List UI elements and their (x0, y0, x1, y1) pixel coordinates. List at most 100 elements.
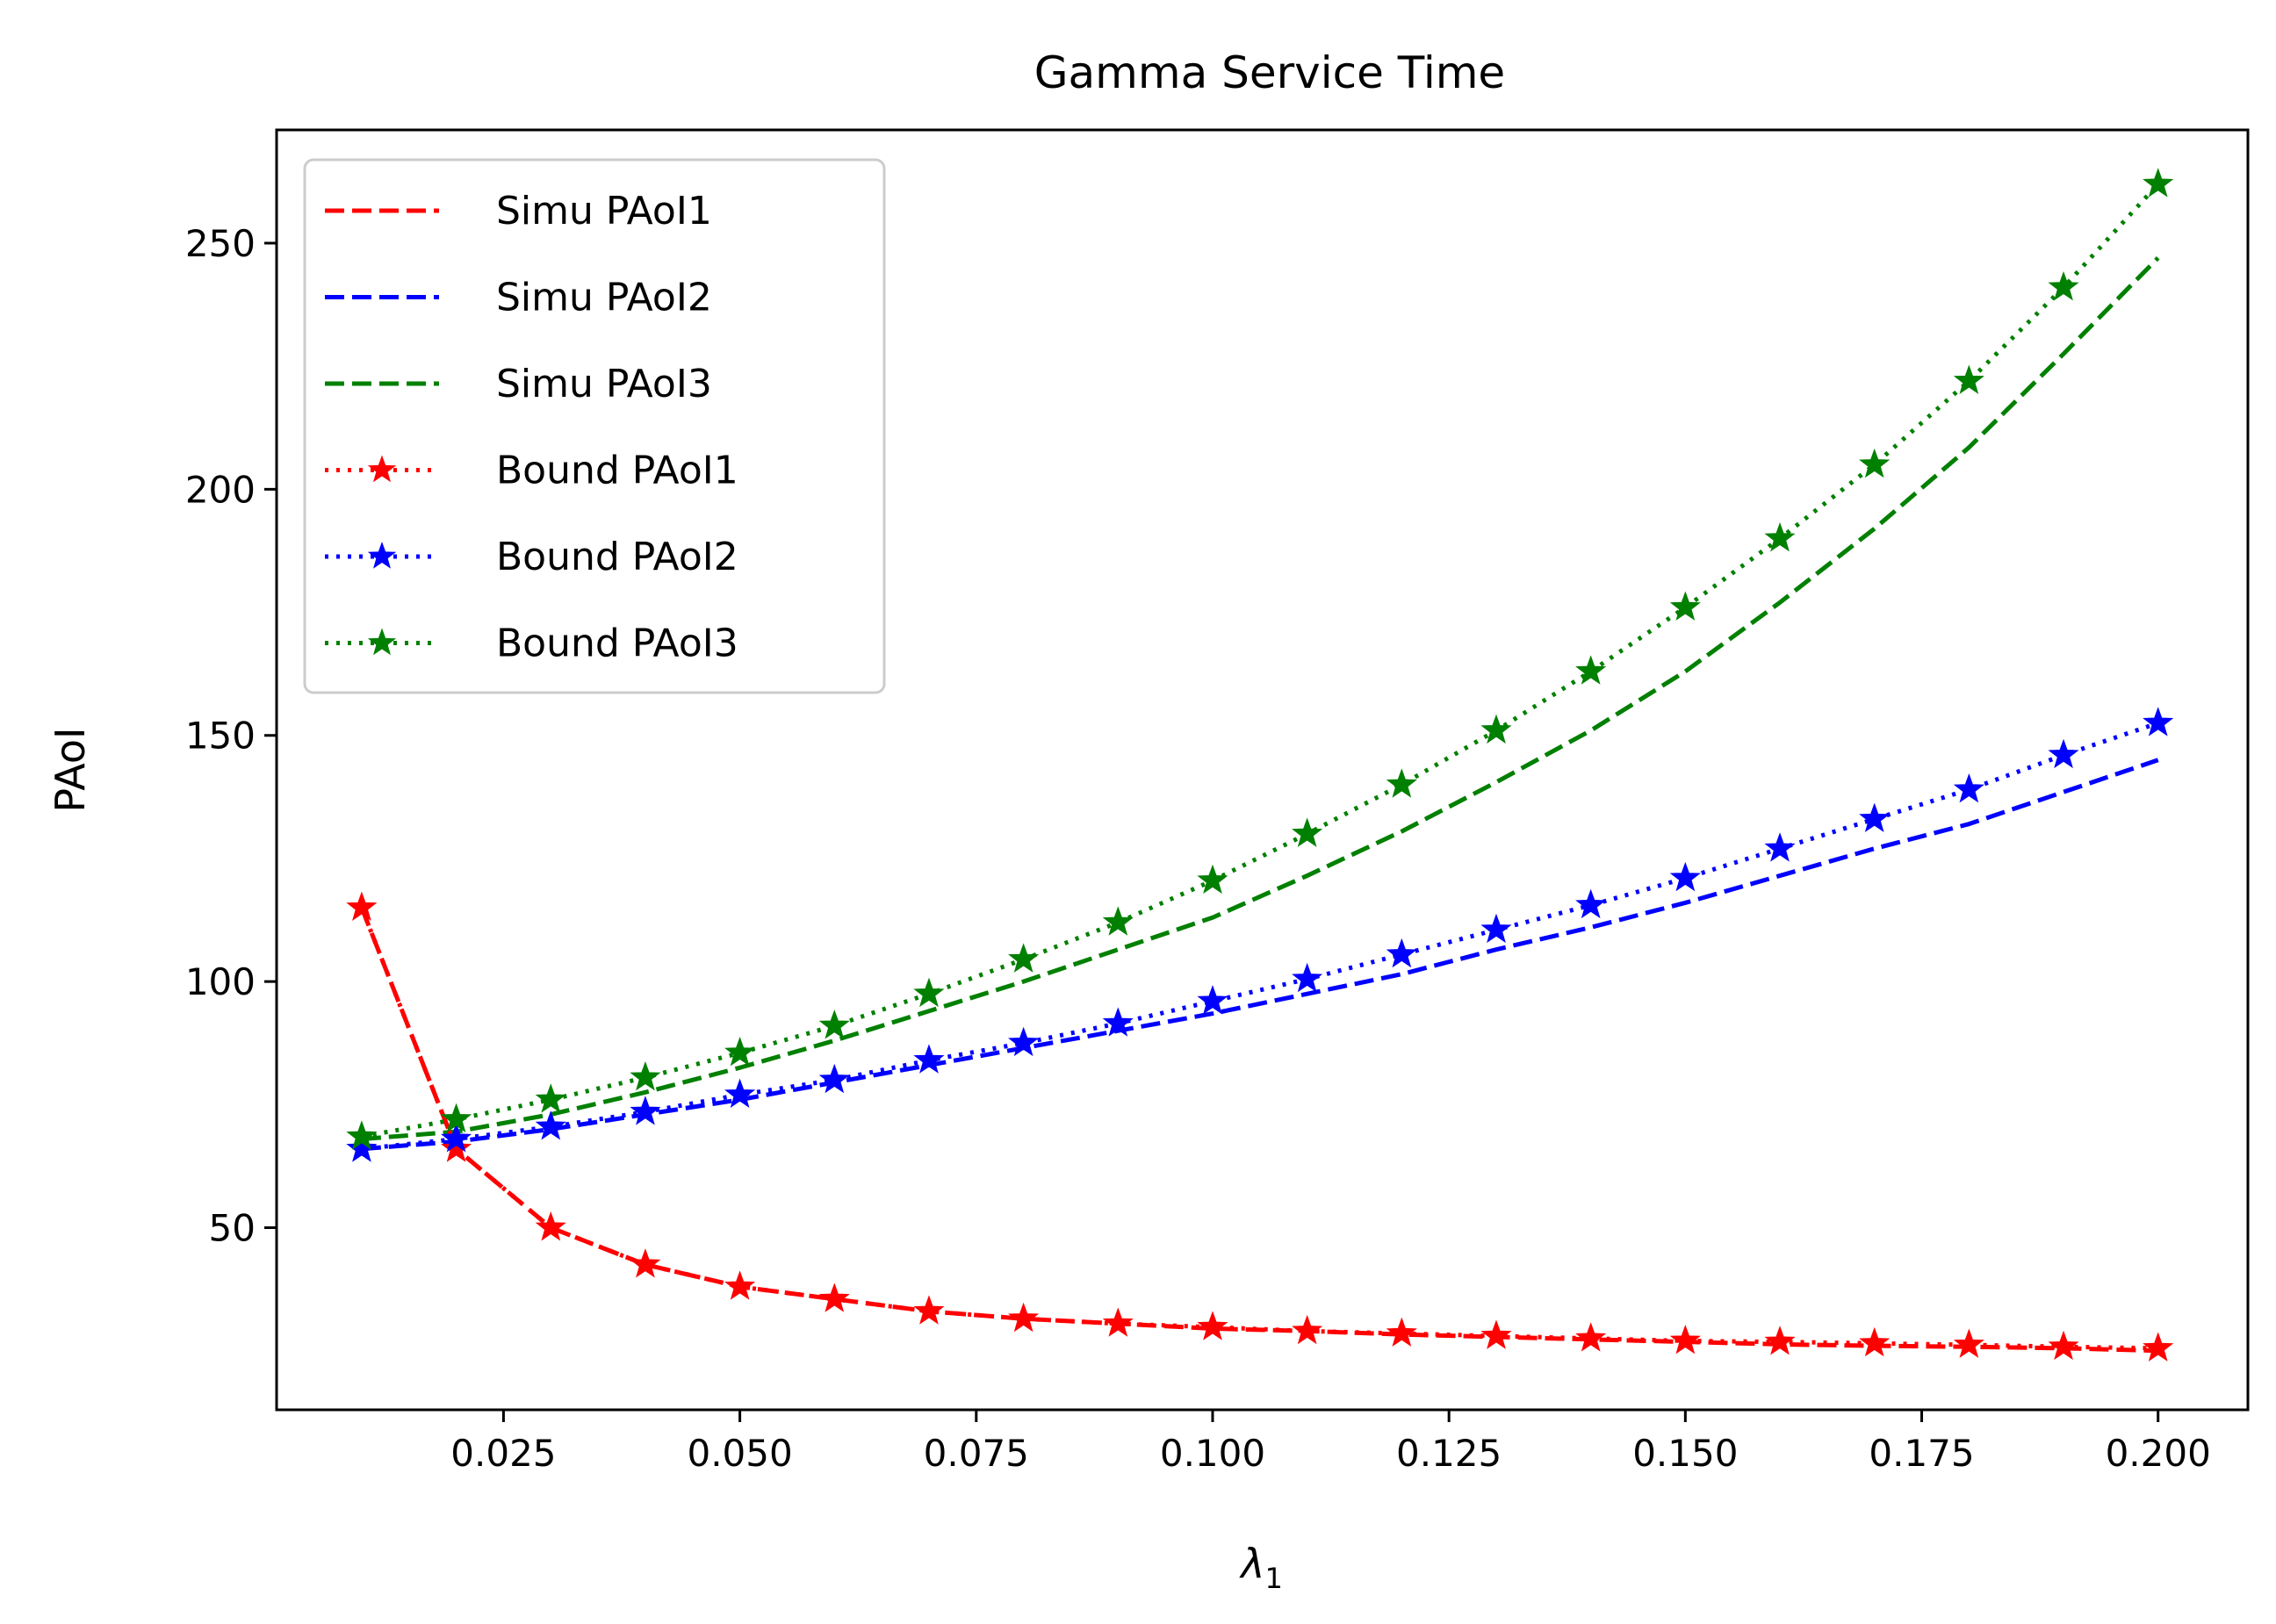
legend-item: Bound PAoI1 (325, 449, 738, 493)
legend-item: Simu PAoI2 (325, 276, 712, 320)
series-simu-paoi2 (361, 758, 2159, 1152)
series-line-bound-paoi1 (359, 907, 2158, 1351)
data-point-bound-paoi3 (1480, 714, 1512, 744)
data-point-bound-paoi2 (1386, 938, 1417, 968)
legend-box (303, 158, 886, 694)
data-point-bound-paoi3 (1669, 591, 1701, 621)
legend-marker (367, 542, 397, 569)
y-axis-label: PAoI (47, 727, 94, 812)
data-point-bound-paoi3 (1197, 864, 1228, 895)
series-line-simu-paoi2 (361, 758, 2159, 1152)
chart-title: Gamma Service Time (1034, 47, 1505, 98)
data-point-bound-paoi2 (724, 1078, 756, 1109)
x-tick-label: 0.100 (1160, 1432, 1265, 1475)
data-point-bound-paoi1 (2048, 1330, 2079, 1361)
data-point-bound-paoi3 (441, 1103, 472, 1133)
data-point-bound-paoi1 (441, 1132, 472, 1162)
data-point-bound-paoi2 (1575, 888, 1607, 919)
data-point-bound-paoi1 (818, 1283, 850, 1312)
series-simu-paoi1 (359, 907, 2158, 1354)
data-point-bound-paoi2 (346, 1132, 378, 1162)
x-tick-label: 0.175 (1869, 1432, 1974, 1475)
data-point-bound-paoi1 (1480, 1319, 1512, 1349)
data-point-bound-paoi1 (346, 891, 378, 921)
data-point-bound-paoi1 (1953, 1328, 1984, 1358)
data-point-bound-paoi3 (1953, 364, 1984, 394)
x-tick-label: 0.150 (1632, 1432, 1738, 1475)
legend-marker (367, 628, 397, 656)
x-tick-label: 0.125 (1396, 1432, 1502, 1475)
series-bound-paoi3 (346, 168, 2174, 1150)
data-point-bound-paoi2 (2143, 707, 2174, 737)
data-point-bound-paoi2 (1008, 1026, 1040, 1057)
y-tick-label: 100 (185, 960, 256, 1003)
data-point-bound-paoi2 (913, 1044, 945, 1074)
x-axis-label: λ1 (1238, 1540, 1283, 1595)
data-point-bound-paoi3 (1575, 655, 1607, 685)
data-point-bound-paoi3 (1102, 906, 1134, 936)
data-point-bound-paoi3 (913, 977, 945, 1008)
data-point-bound-paoi1 (1197, 1311, 1228, 1340)
series-bound-paoi1 (346, 891, 2174, 1362)
series-line-simu-paoi1 (359, 907, 2158, 1354)
x-tick-label: 0.075 (924, 1432, 1029, 1475)
data-point-bound-paoi2 (818, 1063, 850, 1094)
data-point-bound-paoi2 (2048, 738, 2079, 769)
data-point-bound-paoi1 (2143, 1332, 2174, 1362)
data-point-bound-paoi3 (1859, 448, 1891, 478)
legend-item: Bound PAoI2 (325, 535, 738, 579)
legend-marker (367, 455, 397, 483)
x-tick-label: 0.025 (450, 1432, 556, 1475)
data-point-bound-paoi1 (1859, 1326, 1891, 1357)
data-point-bound-paoi1 (724, 1270, 756, 1300)
data-point-bound-paoi2 (441, 1123, 472, 1153)
data-point-bound-paoi2 (1197, 985, 1228, 1015)
y-tick-label: 50 (209, 1207, 256, 1250)
data-point-bound-paoi2 (1859, 802, 1891, 833)
y-axis: 50 100 150 200 250 (185, 222, 277, 1250)
data-point-bound-paoi1 (1575, 1322, 1607, 1352)
data-point-bound-paoi3 (1764, 521, 1796, 552)
legend-label: Simu PAoI3 (496, 362, 712, 406)
data-point-bound-paoi3 (630, 1061, 661, 1091)
series-line-simu-paoi3 (361, 256, 2160, 1142)
data-point-bound-paoi1 (1292, 1314, 1323, 1345)
data-point-bound-paoi1 (1669, 1325, 1701, 1355)
data-point-bound-paoi3 (2048, 270, 2079, 301)
data-point-bound-paoi2 (1480, 913, 1512, 944)
data-point-bound-paoi1 (913, 1295, 945, 1325)
data-point-bound-paoi2 (1102, 1007, 1134, 1037)
y-tick-label: 200 (185, 468, 256, 511)
series-bound-paoi2 (346, 707, 2174, 1162)
x-tick-label: 0.200 (2106, 1432, 2211, 1475)
data-point-bound-paoi1 (630, 1248, 661, 1278)
legend-label: Bound PAoI1 (496, 449, 738, 493)
data-point-bound-paoi2 (1669, 861, 1701, 892)
data-point-bound-paoi3 (818, 1010, 850, 1039)
y-tick-label: 250 (185, 222, 256, 265)
data-point-bound-paoi3 (535, 1083, 566, 1113)
data-point-bound-paoi1 (1386, 1317, 1417, 1347)
legend-items: Simu PAoI1 Simu PAoI2 Simu PAoI3 Bound PAoI… (325, 189, 738, 666)
plot-frame (275, 128, 2250, 1412)
series-layer (346, 168, 2174, 1362)
x-axis: 0.025 0.050 0.075 0.100 0.125 0.150 0.175 0.200 (450, 1410, 2211, 1475)
legend-item: Simu PAoI3 (325, 362, 712, 406)
legend-item: Simu PAoI1 (325, 189, 712, 234)
data-point-bound-paoi3 (1386, 768, 1417, 798)
x-axis-label-symbol: λ (1238, 1540, 1264, 1587)
data-point-bound-paoi1 (1008, 1302, 1040, 1333)
data-point-bound-paoi1 (535, 1211, 566, 1241)
series-simu-paoi3 (361, 256, 2160, 1142)
x-tick-label: 0.050 (687, 1432, 792, 1475)
y-tick-label: 150 (185, 715, 256, 758)
data-point-bound-paoi2 (1764, 832, 1796, 862)
legend-label: Bound PAoI2 (496, 535, 738, 579)
data-point-bound-paoi2 (535, 1110, 566, 1140)
data-point-bound-paoi3 (724, 1036, 756, 1067)
data-point-bound-paoi2 (1292, 962, 1323, 993)
legend-label: Simu PAoI1 (496, 189, 712, 234)
data-point-bound-paoi2 (1953, 772, 1984, 803)
data-point-bound-paoi3 (2143, 168, 2174, 198)
